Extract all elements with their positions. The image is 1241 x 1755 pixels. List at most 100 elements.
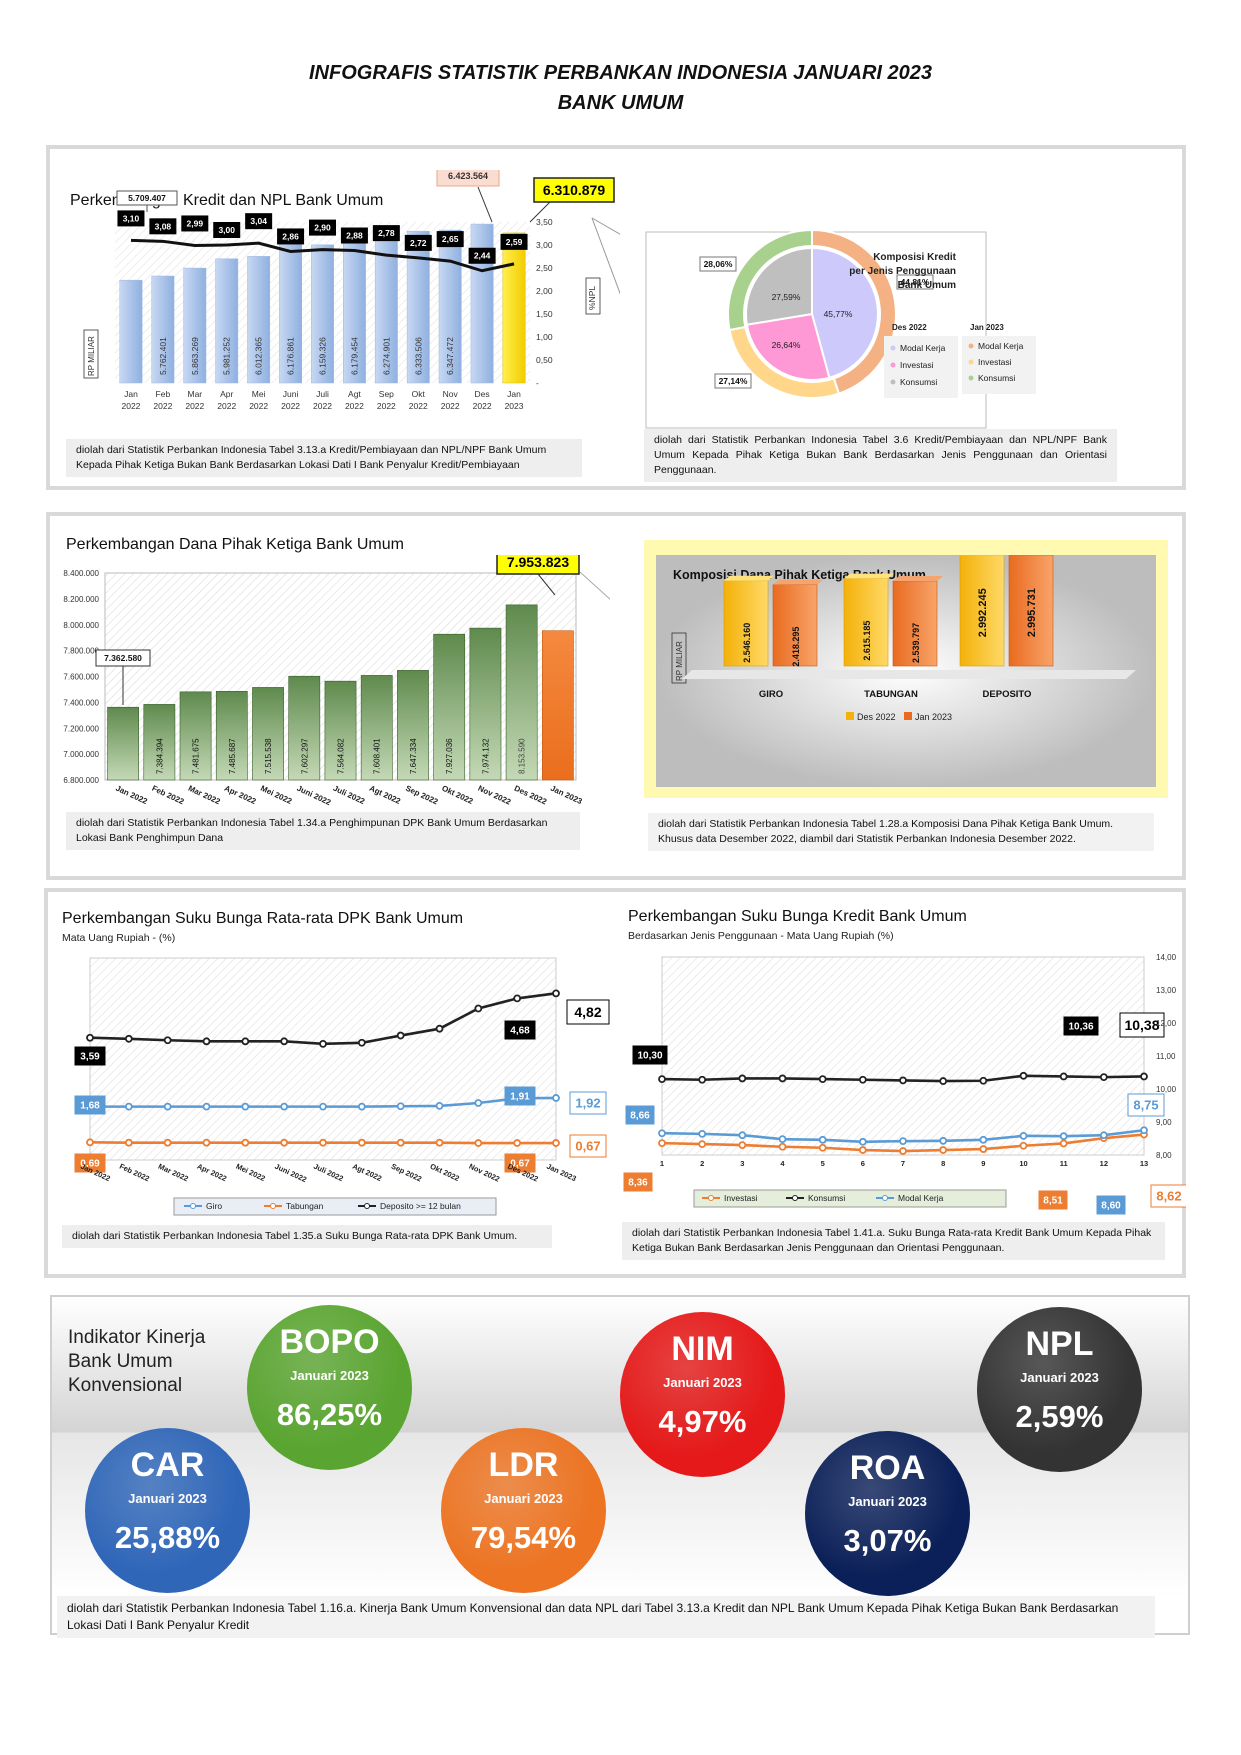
pie-inner-slice — [745, 312, 831, 381]
data-label: 3,08 — [155, 221, 172, 231]
bar-value-label: 7.481.675 — [192, 738, 201, 774]
x-tick-label: GIRO — [759, 689, 783, 700]
kredit-rate-title: Perkembangan Suku Bunga Kredit Bank Umum — [628, 908, 967, 925]
label-box — [1038, 1190, 1068, 1210]
data-label: 6.423.564 — [448, 171, 488, 181]
series-point — [396, 1138, 405, 1147]
series-point — [1059, 1072, 1068, 1081]
pie-title: per Jenis Penggunaan — [849, 266, 956, 277]
y-axis-label: RP MILIAR — [87, 336, 96, 376]
data-label: 10,36 — [1068, 1022, 1093, 1033]
legend-marker — [708, 1195, 714, 1201]
data-label: 2,99 — [187, 218, 204, 228]
dpk-bar — [215, 690, 248, 781]
series-point — [979, 1076, 988, 1085]
legend-marker — [270, 1203, 276, 1209]
y-tick-label: 6.800.000 — [63, 776, 99, 785]
series-point — [939, 1146, 948, 1154]
bar-value-label: 5.863.269 — [190, 337, 200, 375]
x-tick-label: 2 — [700, 1159, 704, 1168]
credit-bar — [119, 279, 143, 384]
kpi-npl-name: NPL — [1025, 1325, 1094, 1363]
series-point — [979, 1145, 988, 1153]
series-point — [124, 1102, 133, 1111]
x-tick-label: Mar 2022 — [187, 784, 222, 807]
x-tick-label: 4 — [780, 1159, 785, 1168]
series-point — [1140, 1072, 1148, 1081]
series-point — [357, 1102, 366, 1111]
series-point — [818, 1135, 827, 1144]
series-point — [939, 1077, 948, 1085]
legend-label: Investasi — [724, 1193, 758, 1203]
label-box — [569, 1091, 607, 1115]
komposisi-dpk-chart: Komposisi Dana Pihak Ketiga Bank UmumRP … — [656, 555, 1156, 787]
series-point — [241, 1102, 250, 1111]
x-tick-label: Mei 2022 — [259, 784, 294, 806]
bar-value-label: 7.485.687 — [228, 738, 237, 774]
label-box — [213, 222, 241, 238]
kpi-ldr-period: Januari 2023 — [484, 1491, 563, 1506]
page-subtitle: BANK UMUM — [557, 92, 684, 114]
legend-label: Giro — [206, 1201, 222, 1211]
series-point — [778, 1135, 787, 1144]
x-tick-label: Des — [475, 389, 490, 399]
series-point — [552, 989, 560, 998]
x-tick-label: Juli — [316, 389, 329, 399]
y-tick-label: 13,00 — [1156, 986, 1177, 995]
legend-marker — [190, 1203, 196, 1209]
label-box — [468, 247, 496, 264]
legend-title: Jan 2023 — [970, 323, 1004, 332]
legend-label: Modal Kerja — [900, 343, 946, 353]
dpk-bar — [360, 675, 393, 781]
dpk-chart-title: Perkembangan Dana Pihak Ketiga Bank Umum — [66, 536, 404, 553]
legend-swatch — [968, 359, 974, 365]
y-tick-label: 14,00 — [1156, 953, 1177, 962]
kpi-nim-value: 4,97% — [658, 1404, 747, 1439]
data-label: 2,72 — [410, 238, 427, 248]
x-tick-label: Mar — [187, 389, 202, 399]
kpi-heading-line1: Indikator Kinerja — [68, 1327, 206, 1348]
legend-swatch — [890, 379, 896, 385]
dpk-bar — [252, 687, 284, 781]
y-tick-label: 7.400.000 — [63, 698, 99, 707]
data-label: 2,65 — [442, 234, 459, 244]
y-tick-label: 8,00 — [1156, 1151, 1172, 1160]
komposisi-dpk-note-line1: diolah dari Statistik Perbankan Indonesi… — [658, 818, 1114, 830]
series-point — [979, 1135, 988, 1144]
pie-inner-slice — [745, 246, 813, 326]
series-point — [1140, 1126, 1148, 1135]
series-point — [280, 1102, 289, 1111]
x-tick-label: Agt — [348, 389, 361, 399]
x-tick-label: DEPOSITO — [983, 689, 1032, 700]
kpi-nim: NIM Januari 2023 4,97% — [620, 1312, 785, 1477]
series-point — [1019, 1071, 1028, 1080]
series-point — [513, 1139, 522, 1147]
series-point — [552, 1139, 560, 1147]
series-point — [124, 1034, 133, 1043]
series-point — [899, 1147, 907, 1155]
bar-value-label: 6.012.365 — [254, 337, 264, 375]
pie-title: Bank Umum — [898, 280, 956, 291]
series-point — [738, 1131, 747, 1140]
data-label: 7.362.580 — [104, 653, 142, 663]
kpi-bopo: BOPO Januari 2023 86,25% — [247, 1305, 412, 1470]
data-label: 3,00 — [218, 225, 235, 235]
bar-value-label: 6.179.454 — [349, 337, 359, 375]
label-box — [436, 231, 464, 248]
y-tick-label: 10,00 — [1156, 1085, 1177, 1094]
data-label: 2,44 — [474, 251, 491, 261]
dpk-rate-subtitle: Mata Uang Rupiah - (%) — [62, 932, 176, 944]
series-point — [124, 1138, 133, 1147]
dpk-chart: 8.400.000 8.200.000 8.000.000 7.800.000 7.60… — [63, 555, 610, 807]
y2-tick-label: 1,50 — [536, 309, 553, 319]
data-label: 1,92 — [575, 1096, 600, 1111]
x-tick-label: Jan 2023 — [549, 784, 584, 807]
series-point — [163, 1138, 172, 1147]
slice-label: 45,77% — [824, 309, 853, 319]
y2-tick-label: - — [536, 378, 539, 388]
series-point — [698, 1140, 707, 1149]
legend-marker — [364, 1203, 370, 1209]
dpk-bar — [143, 704, 176, 781]
label-box — [625, 1105, 655, 1125]
dpk-bar — [288, 675, 321, 781]
